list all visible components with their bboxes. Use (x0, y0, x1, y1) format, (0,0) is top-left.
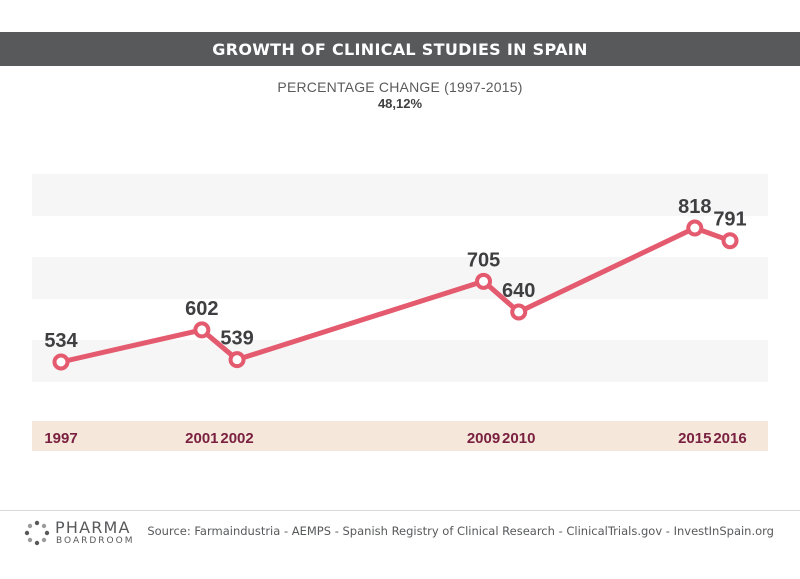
x-tick-label: 2001 (185, 430, 218, 447)
x-tick-label: 2009 (467, 430, 500, 447)
x-tick-label: 2002 (220, 430, 253, 447)
data-point (475, 272, 493, 290)
data-label: 705 (467, 249, 500, 271)
grid-band (32, 174, 768, 216)
x-tick-label: 2016 (713, 430, 746, 447)
data-point (510, 303, 528, 321)
x-tick-label: 1997 (44, 430, 77, 447)
logo-text-boardroom: BOARDROOM (56, 536, 135, 546)
data-label: 539 (220, 328, 253, 350)
percentage-change-value: 48,12% (377, 96, 423, 111)
data-label: 818 (678, 196, 711, 218)
pharma-boardroom-logo: PHARMA BOARDROOM (24, 518, 164, 548)
data-label: 791 (713, 209, 746, 231)
data-label: 602 (185, 298, 218, 320)
data-point (52, 353, 70, 371)
chart-subtitle: PERCENTAGE CHANGE (1997-2015) (277, 79, 523, 95)
source-note: Source: Farmaindustria - AEMPS - Spanish… (147, 524, 774, 538)
grid-band (32, 257, 768, 299)
footer-divider (0, 510, 800, 511)
data-point (228, 351, 246, 369)
dots-circle-icon (24, 520, 50, 546)
x-tick-label: 2010 (502, 430, 535, 447)
data-point (193, 321, 211, 339)
data-label: 640 (502, 280, 535, 302)
data-point (721, 232, 739, 250)
logo-text-pharma: PHARMA (55, 518, 131, 537)
data-label: 534 (44, 330, 78, 352)
grid-band (32, 340, 768, 382)
chart-title-bar: GROWTH OF CLINICAL STUDIES IN SPAIN (0, 32, 800, 66)
x-axis-band (32, 421, 768, 451)
data-point (686, 219, 704, 237)
chart-title: GROWTH OF CLINICAL STUDIES IN SPAIN (212, 39, 588, 59)
x-tick-label: 2015 (678, 430, 711, 447)
